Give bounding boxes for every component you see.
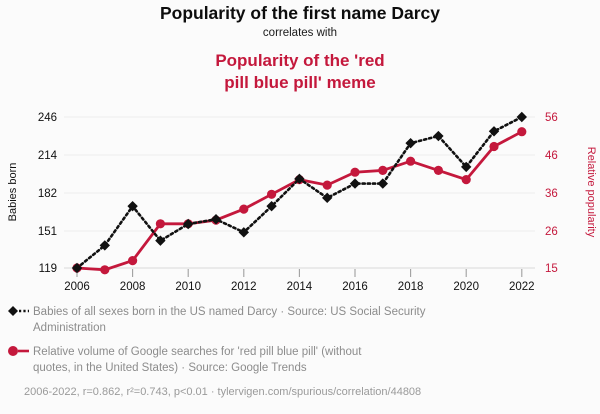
x-tick-2018: 2018 xyxy=(398,281,424,293)
data-point[interactable] xyxy=(405,137,416,149)
right-axis-labels: 56 46 36 26 15 xyxy=(545,112,558,275)
subtitle-line-2: pill blue pill' meme xyxy=(224,73,375,92)
data-point[interactable] xyxy=(239,204,249,214)
x-tick-2022: 2022 xyxy=(509,281,535,293)
data-point[interactable] xyxy=(266,200,277,212)
data-point[interactable] xyxy=(127,200,138,212)
data-point[interactable] xyxy=(210,214,222,225)
data-point[interactable] xyxy=(516,111,527,123)
left-axis-labels: 246 214 182 151 119 xyxy=(38,112,58,275)
x-tick-2006: 2006 xyxy=(64,281,90,293)
footer-stats: 2006-2022, r=0.862, r²=0.743, p<0.01 · t… xyxy=(24,386,421,398)
legend-meme-line2: quotes, in the United States) · Source: … xyxy=(33,362,307,374)
data-point[interactable] xyxy=(349,178,361,189)
data-point[interactable] xyxy=(406,156,416,166)
data-point[interactable] xyxy=(350,167,360,177)
data-point[interactable] xyxy=(294,173,305,185)
x-tick-2008: 2008 xyxy=(120,281,146,293)
title-connector: correlates with xyxy=(263,27,337,39)
series-red-pill-meme xyxy=(72,127,527,275)
data-point[interactable] xyxy=(128,256,138,266)
legend-meme-line1: Relative volume of Google searches for '… xyxy=(33,346,362,358)
x-tick-2012: 2012 xyxy=(231,281,257,293)
data-point[interactable] xyxy=(100,265,110,275)
legend-darcy-line2: Administration xyxy=(33,322,106,334)
x-tick-2016: 2016 xyxy=(342,281,368,293)
gridlines xyxy=(64,116,535,269)
data-point[interactable] xyxy=(517,127,527,137)
subtitle-line-1: Popularity of the 'red xyxy=(215,51,384,70)
data-point[interactable] xyxy=(267,189,277,199)
right-tick-46: 46 xyxy=(545,150,558,162)
left-tick-246: 246 xyxy=(38,112,57,124)
data-point[interactable] xyxy=(489,141,499,152)
data-point[interactable] xyxy=(433,130,444,142)
data-point[interactable] xyxy=(155,235,166,246)
data-point[interactable] xyxy=(378,165,388,175)
data-point[interactable] xyxy=(377,178,388,189)
left-axis-title: Babies born xyxy=(7,163,19,222)
right-tick-56: 56 xyxy=(545,112,558,124)
left-tick-151: 151 xyxy=(38,226,57,238)
data-point[interactable] xyxy=(461,175,471,185)
data-point[interactable] xyxy=(488,126,500,137)
data-point[interactable] xyxy=(238,227,249,238)
legend-item-meme[interactable]: Relative volume of Google searches for '… xyxy=(8,346,362,374)
data-point[interactable] xyxy=(322,192,333,204)
data-point[interactable] xyxy=(155,219,165,229)
left-tick-182: 182 xyxy=(38,188,57,200)
diamond-icon xyxy=(8,306,18,316)
data-point[interactable] xyxy=(433,165,443,175)
legend-item-darcy[interactable]: Babies of all sexes born in the US named… xyxy=(8,306,426,334)
circle-icon xyxy=(8,346,18,356)
right-tick-26: 26 xyxy=(545,226,558,238)
x-tick-2020: 2020 xyxy=(453,281,479,293)
legend-darcy-line1: Babies of all sexes born in the US named… xyxy=(33,306,426,318)
data-point[interactable] xyxy=(461,161,472,173)
right-axis-title: Relative popularity xyxy=(585,147,597,238)
left-tick-214: 214 xyxy=(38,150,58,162)
data-point[interactable] xyxy=(71,262,83,274)
series-darcy-babies xyxy=(71,111,527,274)
data-point[interactable] xyxy=(183,218,194,230)
right-tick-36: 36 xyxy=(545,188,558,200)
x-axis-ticks xyxy=(76,269,523,277)
x-axis-labels: 2006 2008 2010 2012 2014 2016 2018 2020 … xyxy=(64,281,534,293)
right-tick-15: 15 xyxy=(545,263,558,275)
data-point[interactable] xyxy=(322,180,332,190)
data-point[interactable] xyxy=(99,240,110,251)
x-tick-2010: 2010 xyxy=(175,281,201,293)
legend: Babies of all sexes born in the US named… xyxy=(8,306,426,398)
page-title: Popularity of the first name Darcy xyxy=(160,3,440,23)
x-tick-2014: 2014 xyxy=(287,281,313,293)
left-tick-119: 119 xyxy=(39,263,57,275)
